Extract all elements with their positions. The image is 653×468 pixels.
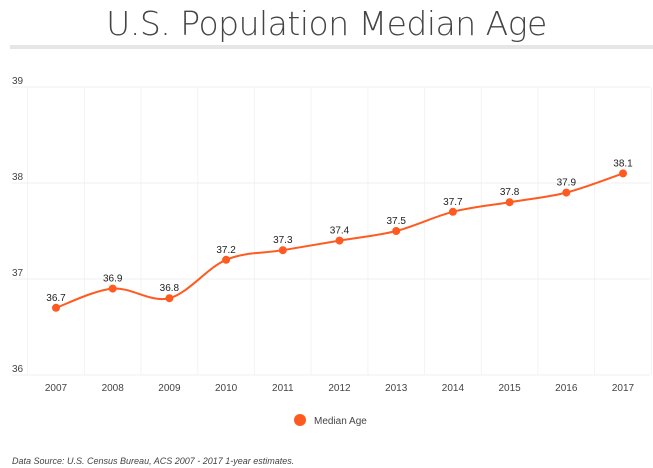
data-point[interactable]	[108, 284, 117, 293]
data-label: 36.8	[160, 283, 180, 294]
data-label: 36.7	[46, 293, 66, 304]
data-label: 37.8	[500, 187, 520, 198]
data-label: 37.5	[386, 216, 406, 227]
data-label: 37.7	[443, 197, 463, 208]
y-tick-label: 36	[12, 364, 24, 375]
data-source-note: Data Source: U.S. Census Bureau, ACS 200…	[12, 456, 295, 466]
data-point[interactable]	[278, 246, 287, 255]
data-point[interactable]	[619, 169, 627, 178]
x-tick-label: 2011	[272, 383, 294, 394]
x-tick-label: 2012	[328, 383, 351, 394]
x-tick-label: 2014	[442, 383, 465, 394]
x-tick-label: 2015	[498, 383, 521, 394]
legend-label[interactable]: Median Age	[314, 416, 367, 427]
x-tick-label: 2007	[45, 383, 68, 394]
data-label: 37.2	[216, 245, 236, 256]
y-tick-label: 38	[12, 172, 24, 183]
data-point[interactable]	[222, 255, 231, 264]
data-label: 37.3	[273, 235, 293, 246]
y-tick-label: 39	[12, 76, 24, 87]
data-label: 37.4	[330, 226, 350, 237]
data-point[interactable]	[335, 236, 344, 245]
data-point[interactable]	[505, 198, 514, 207]
data-label: 37.9	[557, 178, 577, 189]
x-tick-label: 2009	[158, 383, 181, 394]
x-tick-label: 2013	[385, 383, 408, 394]
x-tick-label: 2010	[215, 383, 238, 394]
x-tick-label: 2016	[555, 383, 578, 394]
y-tick-label: 37	[12, 268, 24, 279]
data-point[interactable]	[448, 207, 457, 216]
x-tick-label: 2008	[102, 383, 125, 394]
data-point[interactable]	[562, 188, 571, 197]
data-label: 38.1	[613, 158, 633, 169]
data-label: 36.9	[103, 274, 123, 285]
data-point[interactable]	[165, 294, 174, 303]
data-point[interactable]	[52, 303, 60, 312]
x-tick-label: 2017	[612, 383, 635, 394]
legend-marker[interactable]	[294, 414, 306, 426]
title-divider	[10, 45, 653, 49]
data-point[interactable]	[392, 227, 401, 235]
chart-title: U.S. Population Median Age	[106, 4, 547, 43]
